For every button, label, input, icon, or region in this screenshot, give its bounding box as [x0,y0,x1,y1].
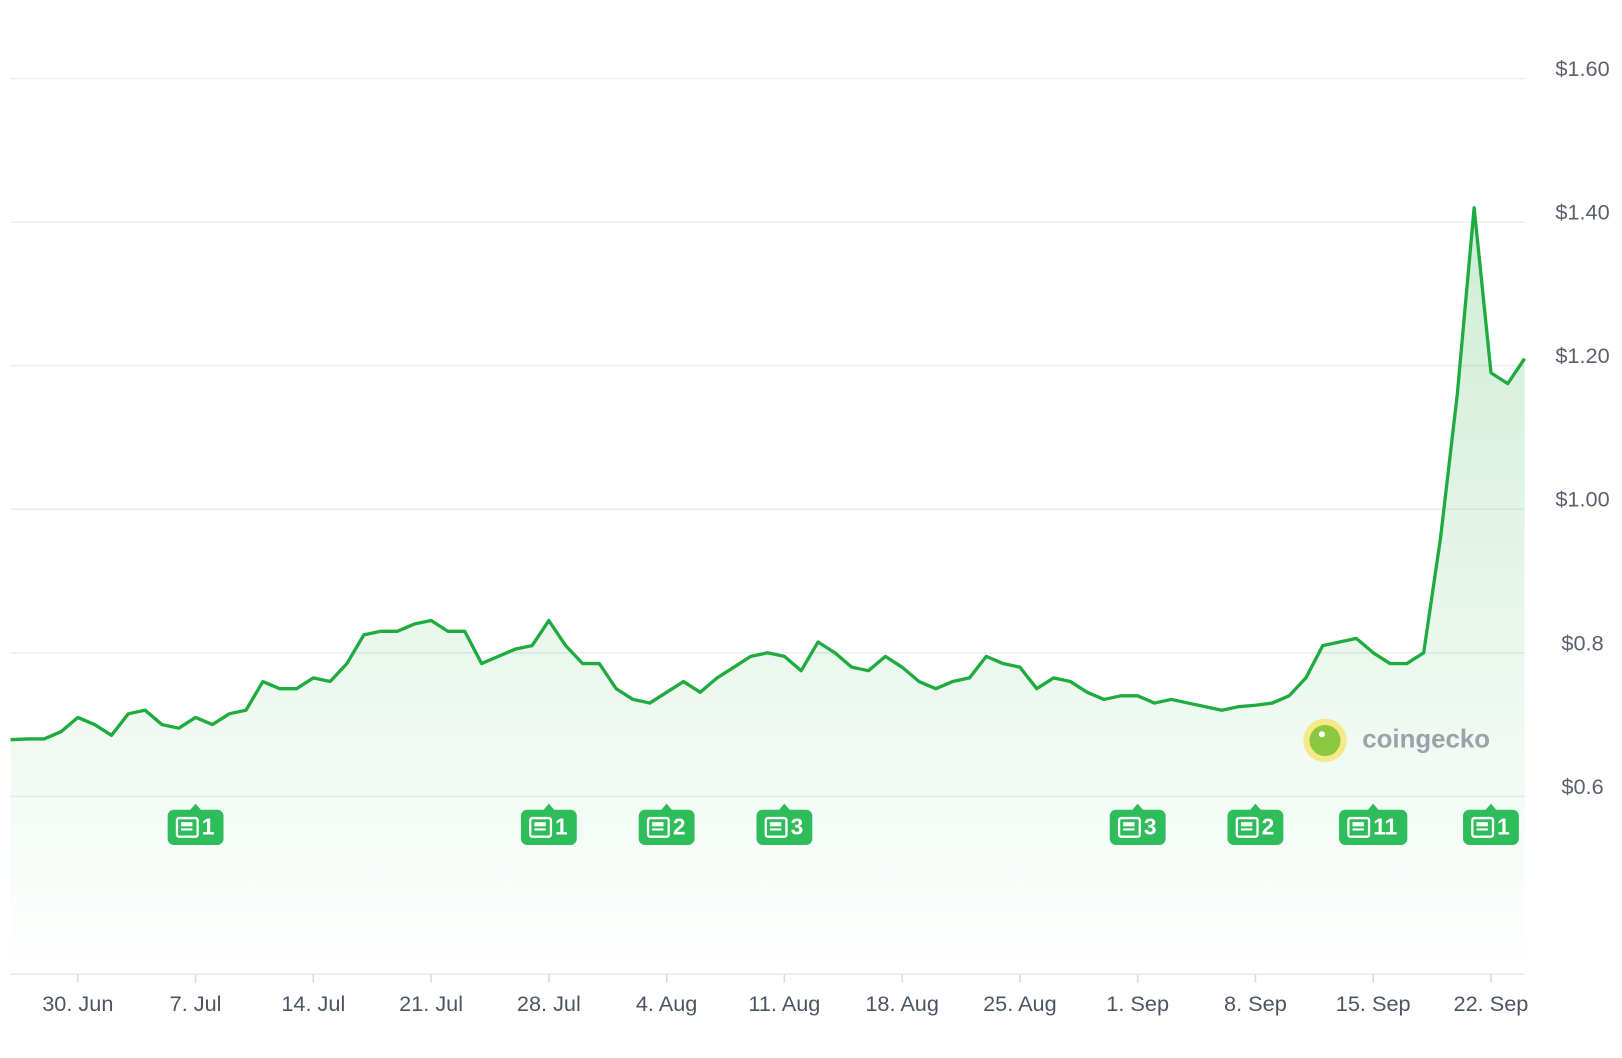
x-tick-label: 22. Sep [1454,991,1529,1016]
news-count: 1 [202,813,215,839]
news-count: 2 [1262,813,1275,839]
y-tick-label: $0.8 [1561,630,1603,655]
price-area [10,207,1525,975]
x-tick-label: 18. Aug [865,991,939,1016]
news-badge-pointer [660,803,673,811]
x-tick-label: 15. Sep [1336,991,1411,1016]
x-tick-label: 4. Aug [636,991,698,1016]
news-icon-line [534,822,546,827]
x-tick-label: 7. Jul [170,991,222,1016]
news-icon-line [652,822,664,827]
news-count: 2 [673,813,686,839]
y-tick-label: $1.00 [1555,487,1609,512]
news-icon-line [769,828,782,831]
news-count: 1 [1497,813,1510,839]
overlay: 1 1 2 3 3 2 11 1 [167,803,1519,845]
plot [10,206,1526,975]
news-icon-line [1240,828,1253,831]
x-tick-label: 21. Jul [399,991,463,1016]
news-badge-pointer [542,803,556,811]
news-icon [646,816,670,838]
news-count: 3 [1144,813,1157,839]
news-icon-line [1352,822,1364,827]
news-count: 11 [1373,813,1397,839]
news-icon-line [1476,822,1488,827]
news-badge: 2 [638,803,695,845]
news-icon-line [534,828,546,831]
y-tick-label: $0.6 [1561,774,1603,799]
news-badge: 3 [1109,803,1166,845]
news-icon-line [652,828,664,831]
news-badge: 1 [167,803,224,845]
x-tick-label: 14. Jul [281,991,345,1016]
news-badge-pointer [1249,803,1262,811]
news-count: 3 [791,813,804,839]
news-badge-pointer [1484,803,1498,811]
news-icon [1347,816,1371,838]
news-icon-line [1352,828,1364,831]
news-badge: 3 [756,803,813,845]
watermark-text: coingecko [1362,725,1490,753]
news-icon-line [1123,828,1135,831]
x-tick-label: 25. Aug [983,991,1057,1016]
x-tick-label: 8. Sep [1224,991,1287,1016]
watermark-logo-inner [1309,724,1341,757]
news-icon-line [181,822,193,827]
news-icon [175,816,199,838]
price-line [10,206,1526,742]
news-icon-line [1123,822,1135,827]
watermark-eye [1318,731,1326,738]
y-tick-label: $1.40 [1555,200,1609,225]
news-icon [764,816,788,838]
news-icon-line [769,822,782,827]
news-icon [529,816,553,838]
watermark: coingecko [1303,718,1490,763]
news-badge: 2 [1227,803,1284,845]
news-icon [1471,816,1495,838]
news-icon [1235,816,1259,838]
news-badge-pointer [1366,803,1380,811]
x-tick-label: 1. Sep [1106,991,1169,1016]
x-tick-label: 30. Jun [42,991,113,1016]
news-icon-line [181,828,193,831]
news-badge-pointer [778,803,791,811]
x-tick-label: 11. Aug [748,991,820,1016]
y-tick-label: $1.60 [1555,56,1609,81]
news-badge: 1 [1463,803,1519,845]
news-icon-line [1476,828,1488,831]
news-badge-pointer [1131,803,1144,811]
news-icon-line [1240,822,1253,827]
news-icon [1117,816,1141,838]
news-count: 1 [555,813,568,839]
news-badge-pointer [189,803,202,811]
x-tick-label: 28. Jul [517,991,581,1016]
news-badge: 1 [520,803,577,845]
news-badge: 11 [1339,803,1408,845]
y-tick-label: $1.20 [1555,343,1609,368]
